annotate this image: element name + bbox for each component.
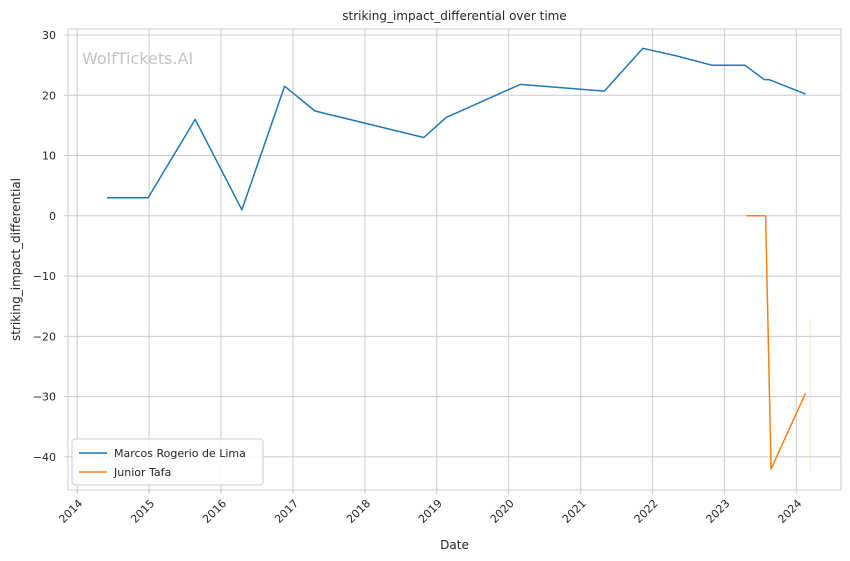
- y-tick-label: 30: [42, 29, 56, 42]
- watermark: WolfTickets.AI: [82, 49, 193, 68]
- y-tick-label: −20: [33, 330, 56, 343]
- plot-area: [67, 28, 842, 491]
- y-axis-label: striking_impact_differential: [9, 178, 23, 341]
- y-axis: 30 20 10 0 −10 −20 −30 −40: [33, 29, 68, 464]
- legend-box: [71, 438, 264, 486]
- series-line-1: [746, 215, 807, 470]
- legend-label-1: Junior Tafa: [113, 466, 171, 479]
- series-line-0: [107, 47, 806, 211]
- y-tick-label: −10: [33, 270, 56, 283]
- y-tick-label: 0: [49, 210, 56, 223]
- legend-label-0: Marcos Rogerio de Lima: [114, 447, 246, 460]
- y-tick-label: 20: [42, 89, 56, 102]
- legend: Marcos Rogerio de Lima Junior Tafa: [71, 438, 264, 486]
- series-layer: [107, 47, 812, 472]
- x-axis-label: Date: [440, 538, 469, 552]
- chart-title: striking_impact_differential over time: [342, 9, 567, 23]
- y-tick-label: 10: [42, 150, 56, 163]
- y-tick-label: −40: [33, 451, 56, 464]
- y-tick-label: −30: [33, 391, 56, 404]
